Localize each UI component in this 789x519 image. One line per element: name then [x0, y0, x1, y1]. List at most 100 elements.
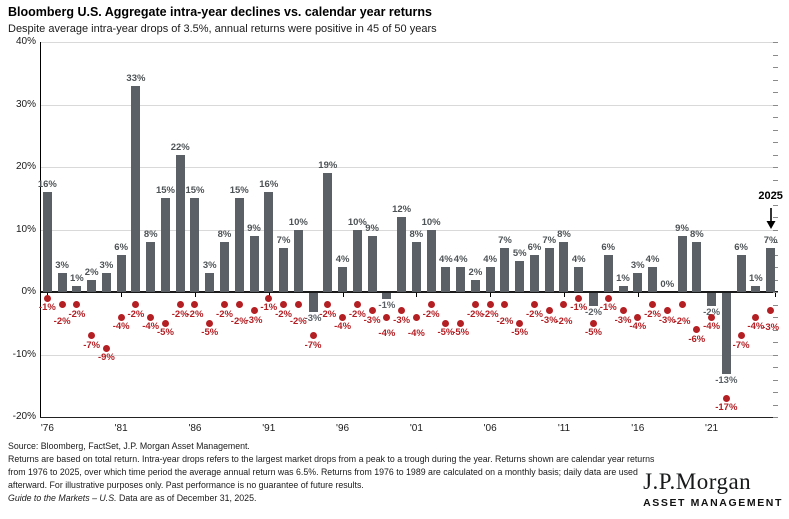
decline-dot [530, 301, 538, 308]
bar-value-label: -1% [378, 300, 396, 312]
return-bar [146, 242, 156, 292]
bar-value-label: 6% [527, 241, 542, 253]
right-minor-tick [773, 317, 778, 318]
gridline [40, 104, 778, 106]
right-minor-tick [773, 229, 778, 231]
right-minor-tick [773, 217, 778, 218]
decline-dot [722, 394, 730, 402]
x-axis-tick [563, 293, 565, 297]
x-axis-label: '76 [40, 423, 54, 434]
decline-dot [516, 319, 524, 327]
x-axis-tick [121, 293, 123, 297]
decline-dot [457, 319, 465, 327]
jpmorgan-logo: J.P.Morgan ASSET MANAGEMENT [643, 469, 783, 509]
bar-value-label: 7% [763, 235, 778, 247]
return-bar [42, 192, 52, 292]
decline-dot [88, 332, 96, 340]
bar-value-label: 7% [276, 235, 291, 247]
x-axis-tick [416, 293, 418, 297]
y-axis-label: 10% [15, 223, 36, 235]
return-bar [633, 273, 643, 292]
decline-dot [737, 332, 745, 340]
return-bar [736, 254, 746, 292]
bar-value-label: 4% [571, 254, 586, 265]
decline-dot [501, 301, 509, 308]
bar-value-label: -2% [585, 306, 602, 318]
decline-value-label: -2% [68, 308, 86, 320]
bar-value-label: 12% [392, 204, 412, 215]
source-text: Source: Bloomberg, FactSet, J.P. Morgan … [8, 441, 250, 451]
down-arrow-icon [766, 208, 776, 230]
right-minor-tick [773, 267, 778, 268]
decline-value-label: -2% [216, 308, 233, 320]
right-minor-tick [773, 342, 778, 343]
bar-value-label: 3% [202, 260, 217, 272]
decline-value-label: -2% [319, 308, 337, 320]
decline-value-label: -2% [186, 308, 204, 320]
decline-dot [294, 301, 302, 308]
footnote-block: Source: Bloomberg, FactSet, J.P. Morgan … [8, 440, 660, 505]
bar-value-label: 1% [616, 272, 630, 284]
x-axis-label: '21 [705, 423, 719, 434]
bar-value-label: 6% [734, 241, 748, 253]
decline-value-label: -1% [260, 302, 278, 314]
bar-value-label: 9% [365, 222, 379, 234]
decline-value-label: -2% [555, 315, 573, 327]
return-bar [411, 242, 421, 292]
bar-value-label: 8% [409, 229, 424, 240]
bar-value-label: 7% [498, 235, 512, 247]
decline-value-label: -2% [466, 308, 484, 320]
return-bar [323, 173, 333, 292]
bar-value-label: 6% [114, 241, 129, 253]
right-minor-tick [773, 104, 778, 106]
return-bar [249, 235, 259, 292]
decline-dot [590, 319, 597, 327]
decline-dot [43, 294, 51, 302]
decline-value-label: -1% [599, 302, 617, 314]
bar-value-label: 10% [347, 216, 367, 228]
x-axis-label: '91 [262, 423, 276, 434]
return-bar [529, 254, 539, 292]
return-bar [57, 273, 67, 292]
bar-value-label: 4% [483, 254, 498, 265]
annotation-2025-label: 2025 [758, 190, 783, 203]
right-minor-tick [773, 179, 778, 181]
decline-dot [693, 326, 701, 333]
bar-value-label: 8% [557, 229, 571, 240]
return-bar [692, 242, 702, 292]
decline-dot [176, 301, 184, 308]
decline-dot [663, 307, 671, 315]
bar-value-label: 10% [421, 216, 441, 228]
right-minor-tick [773, 279, 778, 281]
return-bar [470, 279, 480, 292]
decline-value-label: -2% [230, 315, 248, 327]
return-bar [205, 273, 215, 292]
x-axis-tick [490, 293, 492, 297]
decline-value-label: -5% [437, 327, 455, 339]
decline-dot [575, 294, 583, 302]
decline-value-label: -3% [762, 321, 780, 333]
decline-dot [619, 307, 627, 315]
return-bar [574, 267, 584, 292]
decline-value-label: -3% [658, 314, 676, 326]
decline-value-label: -3% [363, 314, 381, 326]
right-minor-tick [773, 204, 778, 206]
asset-management-label: ASSET MANAGEMENT [643, 497, 783, 509]
bar-value-label: 2% [84, 266, 99, 278]
gridline [40, 229, 778, 231]
chart-title: Bloomberg U.S. Aggregate intra-year decl… [8, 5, 432, 19]
return-bar [500, 248, 510, 292]
return-bar [751, 285, 761, 292]
decline-value-label: -4% [629, 321, 647, 332]
x-axis-label: '01 [409, 423, 423, 434]
decline-dot [147, 313, 155, 321]
gridline [40, 167, 778, 168]
return-bar [559, 242, 569, 292]
decline-dot [383, 313, 391, 321]
right-minor-tick [773, 54, 778, 56]
decline-dot [221, 301, 228, 308]
bar-value-label: 2% [468, 266, 483, 278]
decline-dot [73, 301, 81, 308]
bar-value-label: 0% [660, 279, 675, 290]
